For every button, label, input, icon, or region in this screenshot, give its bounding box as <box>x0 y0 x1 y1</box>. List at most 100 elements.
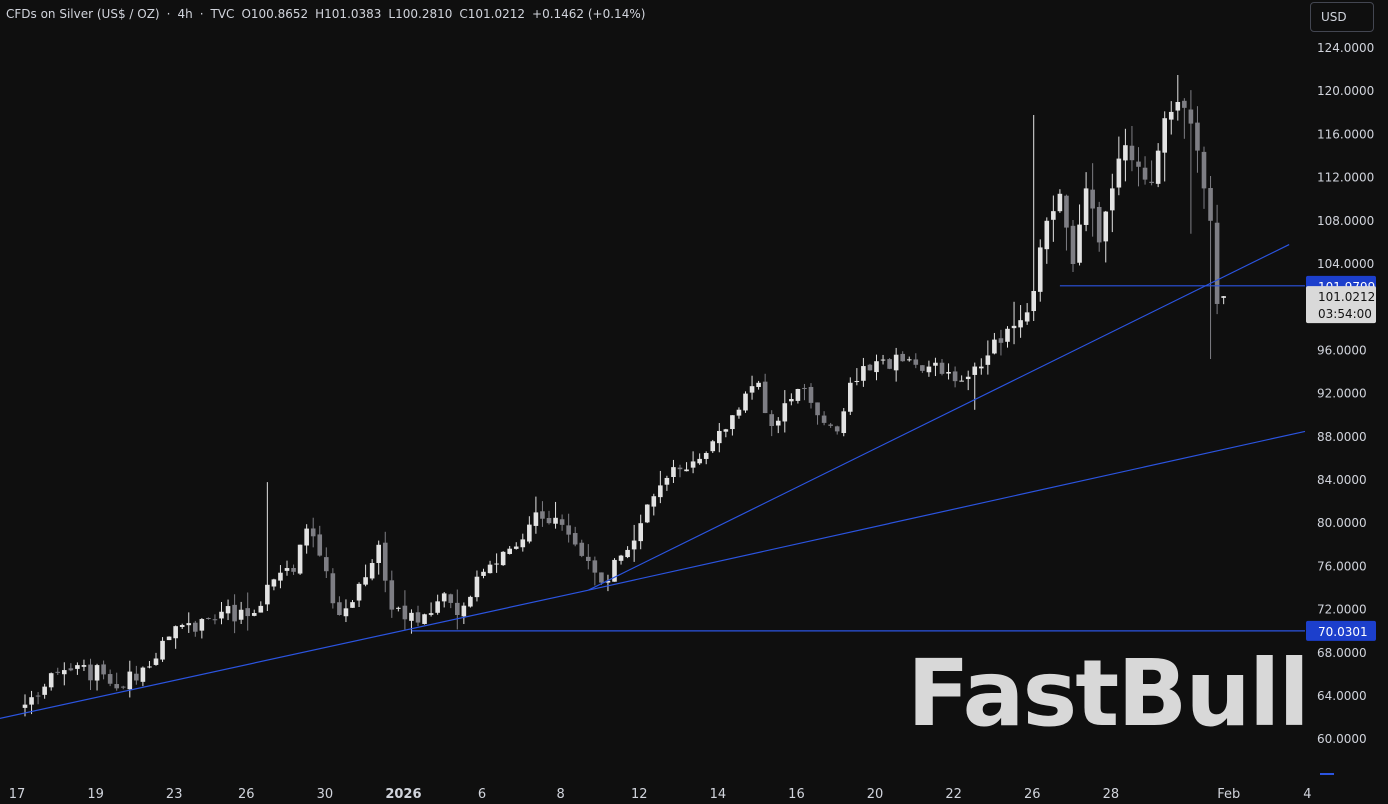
candle-body <box>703 453 709 459</box>
candle-body <box>906 359 912 361</box>
candle-body <box>553 517 558 524</box>
candle-body <box>651 496 657 507</box>
candle <box>566 513 571 543</box>
candle-body <box>867 364 873 371</box>
candle <box>402 590 408 630</box>
candle <box>448 593 454 609</box>
candle-body <box>1149 181 1154 183</box>
trend-line[interactable] <box>0 589 589 720</box>
candle-body <box>631 540 637 550</box>
candle <box>251 609 257 617</box>
candle-body <box>1175 102 1181 111</box>
candle-body <box>297 544 303 574</box>
fastbull-watermark: FastBull <box>907 640 1310 747</box>
candle-body <box>952 371 958 382</box>
candle-body <box>697 458 702 464</box>
candle <box>265 482 270 612</box>
legend-dot-2: · <box>199 7 204 21</box>
candle-body <box>1005 328 1010 342</box>
candle-body <box>278 572 283 581</box>
candle-body <box>664 477 670 485</box>
y-tick-label: 88.0000 <box>1317 430 1367 444</box>
candle <box>284 560 290 576</box>
candle-body <box>127 671 133 690</box>
candle <box>684 462 689 472</box>
candle <box>304 524 309 554</box>
candle <box>1103 210 1109 263</box>
candle-body <box>939 362 945 374</box>
y-tick-label: 92.0000 <box>1317 387 1367 401</box>
candle <box>238 601 244 625</box>
candle <box>455 589 460 630</box>
candle-body <box>271 579 277 587</box>
candle <box>749 375 755 400</box>
legend-dot-1: · <box>166 7 171 21</box>
candle <box>520 533 526 552</box>
time-axis[interactable]: 17 19 23 26 30 2026 6 8 12 14 16 20 22 26 28 Feb 4 <box>9 787 1312 802</box>
candle <box>861 357 866 387</box>
candle <box>946 363 951 380</box>
candle <box>527 516 532 544</box>
candle <box>631 524 637 562</box>
candle <box>396 606 401 612</box>
candle-body <box>363 577 368 585</box>
y-tick-label: 64.0000 <box>1317 689 1367 703</box>
candle-body <box>546 517 552 524</box>
trend-line[interactable] <box>588 244 1290 591</box>
candle-body <box>684 469 689 472</box>
candle-body <box>717 430 722 444</box>
candle-body <box>854 380 860 382</box>
candle <box>743 391 748 413</box>
candle <box>297 544 303 575</box>
candle-body <box>900 353 905 362</box>
candle <box>382 531 388 593</box>
candle <box>1005 326 1010 348</box>
candle-body <box>920 365 925 371</box>
candle-body <box>658 485 663 498</box>
candle-body <box>1037 247 1043 292</box>
candle-body <box>592 560 598 573</box>
candle-body <box>1096 206 1102 243</box>
candle-body <box>959 380 964 382</box>
currency-button[interactable]: USD <box>1310 2 1374 32</box>
candle-body <box>1162 118 1167 153</box>
y-tick-label: 60.0000 <box>1317 732 1367 746</box>
candle <box>317 525 323 557</box>
legend-source: TVC <box>210 7 235 21</box>
y-tick-label: 116.0000 <box>1317 127 1374 141</box>
candle <box>965 370 971 391</box>
y-tick-label: 80.0000 <box>1317 516 1367 530</box>
candle <box>605 574 611 592</box>
candle-body <box>848 382 853 412</box>
candle <box>1077 204 1082 266</box>
candle-body <box>494 563 499 565</box>
candle-body <box>1051 211 1056 220</box>
candle-body <box>75 665 80 669</box>
candle-body <box>1195 122 1200 151</box>
candle-body <box>1182 100 1187 108</box>
candle-body <box>441 593 447 602</box>
candle <box>644 504 650 524</box>
x-tick-label: 20 <box>867 787 884 802</box>
candle-body <box>756 382 761 387</box>
candle <box>1051 195 1056 242</box>
candle <box>258 601 264 613</box>
candle <box>618 554 624 565</box>
candle <box>834 425 840 435</box>
candle <box>474 570 480 602</box>
candle-body <box>795 388 801 401</box>
candle-body <box>605 580 611 583</box>
candle-body <box>199 619 205 631</box>
candle <box>933 357 938 377</box>
legend-interval: 4h <box>177 7 193 21</box>
trend-line[interactable] <box>588 430 1306 591</box>
candle <box>153 652 159 666</box>
legend-symbol[interactable]: CFDs on Silver (US$ / OZ) <box>6 7 160 21</box>
candle <box>1162 111 1167 182</box>
candle-body <box>369 563 375 579</box>
price-axis[interactable]: 124.0000 120.0000 116.0000 112.0000 108.0000… <box>1317 41 1374 775</box>
candle <box>101 660 106 680</box>
candle <box>422 613 427 625</box>
candle <box>762 373 768 414</box>
